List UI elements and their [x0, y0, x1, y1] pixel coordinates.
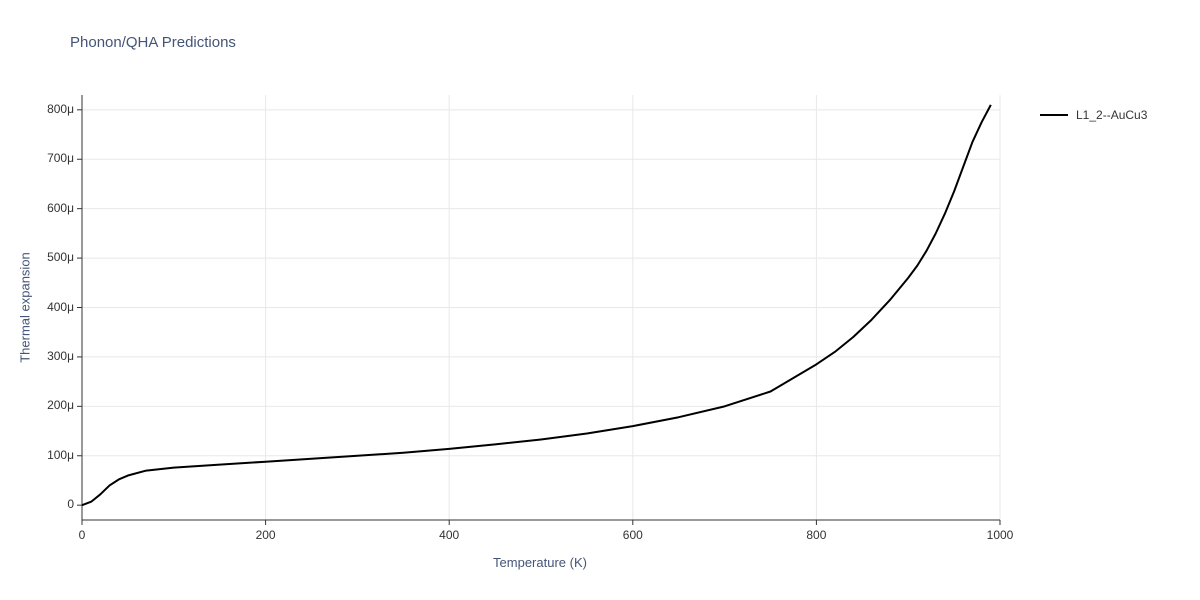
x-tick-label: 0 — [62, 528, 102, 542]
y-tick-label: 100μ — [47, 448, 74, 462]
y-tick-label: 700μ — [47, 151, 74, 165]
chart-svg — [0, 0, 1200, 600]
legend: L1_2--AuCu3 — [1040, 108, 1147, 122]
x-tick-label: 1000 — [980, 528, 1020, 542]
chart-container: Phonon/QHA Predictions Thermal expansion… — [0, 0, 1200, 600]
y-tick-label: 800μ — [47, 102, 74, 116]
legend-label: L1_2--AuCu3 — [1076, 108, 1147, 122]
y-tick-label: 200μ — [47, 398, 74, 412]
x-tick-label: 200 — [246, 528, 286, 542]
y-tick-label: 600μ — [47, 201, 74, 215]
y-tick-label: 500μ — [47, 250, 74, 264]
x-tick-label: 600 — [613, 528, 653, 542]
y-tick-label: 400μ — [47, 300, 74, 314]
x-tick-label: 400 — [429, 528, 469, 542]
y-tick-label: 300μ — [47, 349, 74, 363]
x-tick-label: 800 — [796, 528, 836, 542]
y-tick-label: 0 — [67, 497, 74, 511]
legend-swatch — [1040, 114, 1068, 116]
